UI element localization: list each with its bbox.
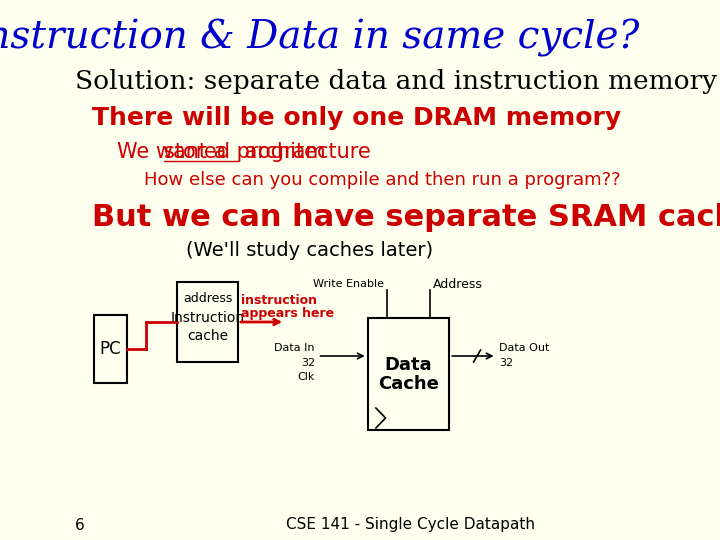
Text: Cache: Cache: [378, 375, 439, 393]
Text: 32: 32: [301, 358, 315, 368]
Text: (We'll study caches later): (We'll study caches later): [186, 240, 433, 260]
Text: Address: Address: [433, 278, 482, 291]
Text: Data Out: Data Out: [499, 343, 549, 353]
Text: But we can have separate SRAM caches: But we can have separate SRAM caches: [91, 204, 720, 233]
Text: Instruction & Data in same cycle?: Instruction & Data in same cycle?: [0, 19, 640, 57]
Text: Data In: Data In: [274, 343, 315, 353]
Text: Clk: Clk: [297, 372, 315, 382]
Text: PC: PC: [99, 340, 121, 358]
Text: address: address: [183, 292, 232, 305]
Bar: [177, 282, 238, 362]
Text: architecture: architecture: [238, 142, 371, 162]
Text: CSE 141 - Single Cycle Datapath: CSE 141 - Single Cycle Datapath: [287, 517, 535, 532]
Text: instruction: instruction: [240, 294, 317, 307]
Bar: [368, 318, 449, 430]
Text: 32: 32: [499, 358, 513, 368]
Text: appears here: appears here: [240, 307, 334, 320]
Text: Solution: separate data and instruction memory: Solution: separate data and instruction …: [75, 70, 717, 94]
Text: There will be only one DRAM memory: There will be only one DRAM memory: [91, 106, 621, 130]
Text: 6: 6: [75, 517, 85, 532]
Text: Data: Data: [384, 356, 432, 374]
Text: Instruction: Instruction: [171, 311, 245, 325]
Text: Write Enable: Write Enable: [313, 279, 384, 289]
Text: How else can you compile and then run a program??: How else can you compile and then run a …: [145, 171, 621, 189]
Bar: [94, 315, 127, 383]
Text: cache: cache: [187, 329, 228, 343]
Text: We want a: We want a: [117, 142, 233, 162]
Text: stored program: stored program: [164, 142, 325, 162]
